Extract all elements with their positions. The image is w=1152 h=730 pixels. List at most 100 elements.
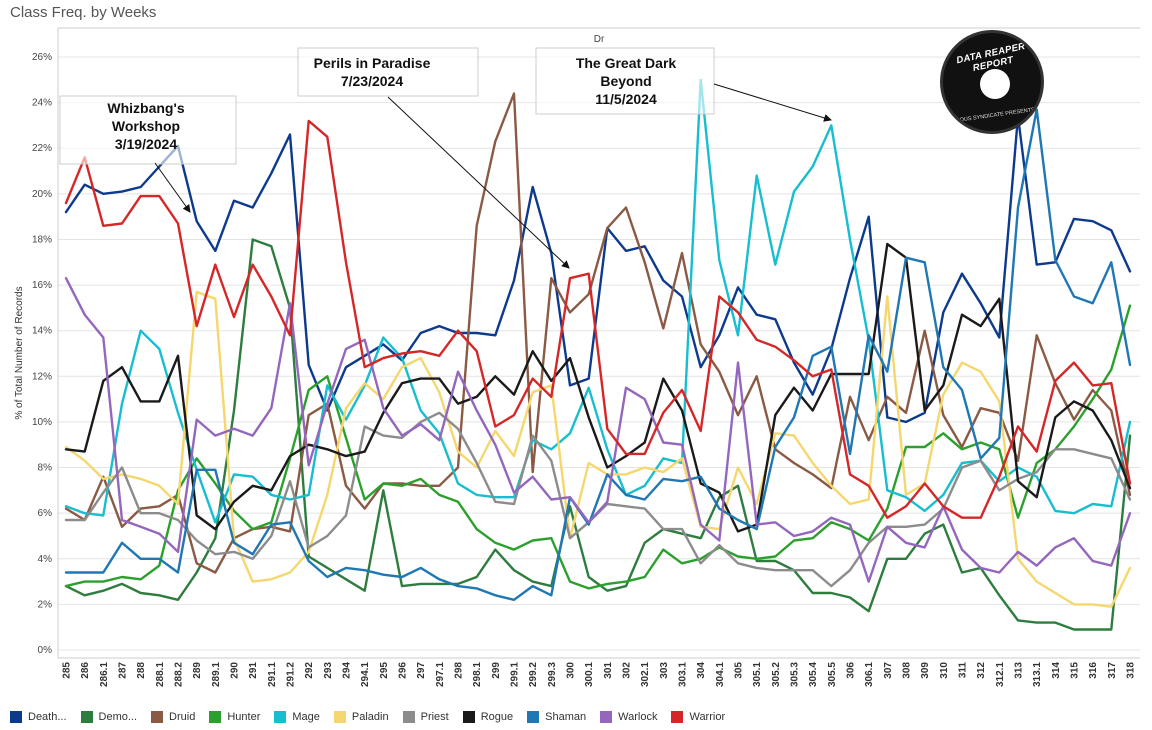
x-tick-label: 318 <box>1126 662 1137 679</box>
x-tick-label: 305.1 <box>752 662 763 687</box>
legend-item[interactable]: Death... <box>10 711 67 723</box>
y-tick-labels: 0% 2% 4% 6% 8% 10% 12% 14% 16% 18% 20% 22% 24% 26% <box>32 52 52 656</box>
annotation-text: The Great Dark <box>576 55 677 71</box>
legend-item[interactable]: Hunter <box>209 711 260 723</box>
annotation-arrow <box>154 162 191 213</box>
x-tick-label: 285 <box>62 662 73 679</box>
legend-label: Death... <box>28 711 67 723</box>
x-tick-label: 300.1 <box>584 662 595 687</box>
series-line-death <box>64 115 1132 424</box>
x-tick-label: 305 <box>734 662 745 679</box>
x-tick-label: 303.1 <box>678 662 689 687</box>
series-lines <box>64 78 1132 631</box>
x-tick-label: 310 <box>939 662 950 679</box>
x-tick-label: 300 <box>566 662 577 679</box>
y-tick-label: 10% <box>32 417 52 428</box>
x-tick-label: 303 <box>659 662 670 679</box>
legend-label: Warrior <box>689 711 726 723</box>
x-tick-label: 288.2 <box>174 662 185 687</box>
x-tick-label: 302 <box>622 662 633 679</box>
x-tick-label: 306.1 <box>864 662 875 687</box>
x-tick-label: 304 <box>696 662 707 679</box>
y-axis-label: % of Total Number of Records <box>14 286 25 419</box>
legend-item[interactable]: Mage <box>274 711 320 723</box>
x-tick-label: 286 <box>80 662 91 679</box>
annotation-text: Whizbang's <box>107 100 184 116</box>
series-line-druid <box>64 92 1132 574</box>
legend-item[interactable]: Paladin <box>333 711 389 723</box>
legend-item[interactable]: Rogue <box>462 711 514 723</box>
x-tick-label: 309 <box>920 662 931 679</box>
legend-swatch <box>274 711 287 723</box>
y-tick-label: 14% <box>32 326 52 337</box>
legend-item[interactable]: Warrior <box>671 711 725 723</box>
legend-item[interactable]: Shaman <box>527 711 586 723</box>
y-tick-label: 0% <box>38 645 53 656</box>
x-tick-label: 308 <box>902 662 913 679</box>
legend-swatch <box>600 711 613 723</box>
x-tick-label: 297.1 <box>435 662 446 687</box>
x-tick-label: 305.5 <box>827 662 838 687</box>
annotation-text: 3/19/2024 <box>115 136 177 152</box>
y-tick-label: 20% <box>32 189 52 200</box>
x-tick-label: 296 <box>398 662 409 679</box>
x-tick-label: 312.1 <box>995 662 1006 687</box>
annotation-text: 7/23/2024 <box>341 73 403 89</box>
legend-item[interactable]: Demo... <box>80 711 138 723</box>
x-tick-label: 313.1 <box>1032 662 1043 687</box>
x-tick-label: 293 <box>323 662 334 679</box>
series-line-warrior <box>64 119 1132 519</box>
x-tick-label: 288 <box>136 662 147 679</box>
annotation-text: Beyond <box>600 73 651 89</box>
x-tick-label: 299.3 <box>547 662 558 687</box>
annotation-box <box>59 95 237 165</box>
legend-swatch <box>462 711 475 723</box>
legend-label: Mage <box>292 711 320 723</box>
y-tick-label: 12% <box>32 371 52 382</box>
x-tick-label: 291 <box>248 662 259 679</box>
x-tick-label: 312 <box>976 662 987 679</box>
legend-item[interactable]: Druid <box>151 711 195 723</box>
annotation-text: 11/5/2024 <box>595 91 657 107</box>
x-tick-label: 302.1 <box>640 662 651 687</box>
x-tick-label: 316 <box>1088 662 1099 679</box>
x-tick-label: 311 <box>958 662 969 679</box>
x-tick-label: 305.4 <box>808 662 819 687</box>
y-tick-label: 2% <box>38 599 53 610</box>
line-chart: Dr 0% 2% 4% 6% 8% 10% 12% 14% 16% 18% 20% 22% 24% 26%… <box>14 27 1140 687</box>
legend-label: Priest <box>420 711 449 723</box>
legend-label: Warlock <box>618 711 658 723</box>
legend-swatch <box>151 711 164 723</box>
legend-label: Rogue <box>480 711 514 723</box>
chart-legend: Death... Demo... Druid Hunter Mage Paladin Pri… <box>10 708 739 726</box>
legend-item[interactable]: Priest <box>402 711 449 723</box>
annotation-arrow <box>713 83 832 122</box>
series-line-demo <box>64 238 1132 631</box>
x-tick-label: 299.2 <box>528 662 539 687</box>
y-tick-label: 8% <box>38 463 53 474</box>
page-title: Class Freq. by Weeks <box>10 4 157 21</box>
legend-label: Demo... <box>98 711 138 723</box>
x-tick-label: 315 <box>1070 662 1081 679</box>
legend-item[interactable]: Warlock <box>600 711 657 723</box>
logo-emblem <box>980 69 1010 99</box>
legend-swatch <box>10 711 22 723</box>
annotation-box <box>297 47 479 97</box>
annotation-arrow <box>387 96 570 269</box>
annotation-text: Perils in Paradise <box>314 55 431 71</box>
x-tick-label: 305.3 <box>790 662 801 687</box>
series-line-warlock <box>64 277 1132 583</box>
y-tick-label: 16% <box>32 280 52 291</box>
x-tick-label: 292 <box>304 662 315 679</box>
y-tick-label: 6% <box>38 508 53 519</box>
y-tick-label: 24% <box>32 98 52 109</box>
x-tick-label: 304.1 <box>715 662 726 687</box>
x-tick-label: 297 <box>416 662 427 679</box>
y-tick-label: 4% <box>38 554 53 565</box>
annotation-box <box>535 47 715 115</box>
legend-label: Shaman <box>545 711 587 723</box>
data-reaper-logo: DATA REAPER REPORT VICIOUS SYNDICATE PRE… <box>940 30 1044 134</box>
x-tick-label: 291.2 <box>286 662 297 687</box>
x-tick-labels: 285 286 286.1 287 288 288.1 288.2 289 289.1 290 29… <box>58 657 1140 687</box>
x-tick-label: 290 <box>230 662 241 679</box>
